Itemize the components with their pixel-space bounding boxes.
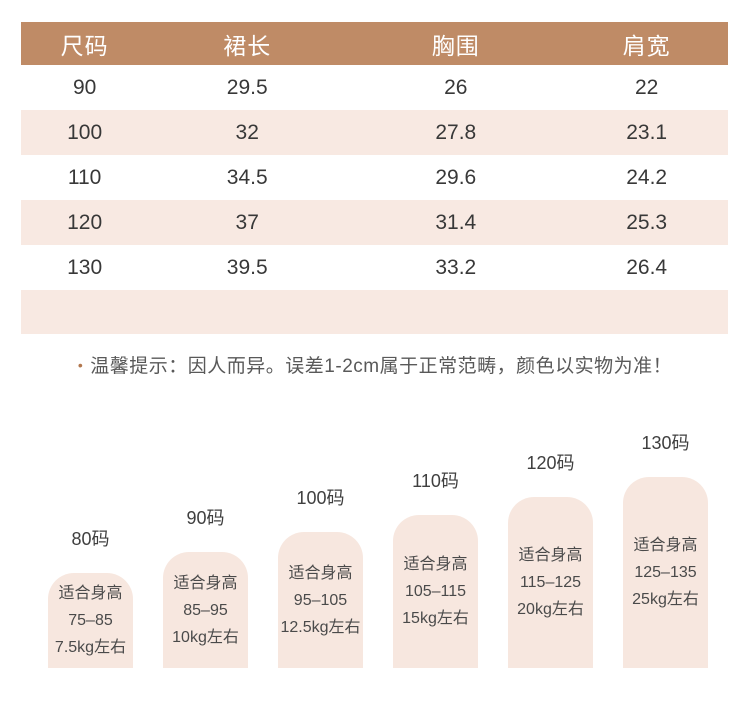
bar: 适合身高 115–125 20kg左右 [508,497,593,668]
size-table-header-row: 尺码 裙长 胸围 肩宽 [21,22,728,65]
bar-text-line: 12.5kg左右 [280,618,361,636]
bar-text-line: 适合身高 [403,556,468,573]
chart-column: 120码适合身高 115–125 20kg左右 [508,449,593,668]
chart-column: 100码适合身高 95–105 12.5kg左右 [278,484,363,668]
bar: 适合身高 75–85 7.5kg左右 [48,573,133,668]
table-cell: 39.5 [226,255,268,279]
table-cell: 130 [67,255,103,279]
table-cell: 23.1 [626,120,668,144]
bullet-icon: • [77,357,84,373]
bar-text-line: 115–125 [519,574,582,591]
tip-note: • 温馨提示：因人而异。误差1-2cm属于正常范畴，颜色以实物为准！ [0,351,750,381]
bar-text-line: 适合身高 [633,537,698,554]
column-header: 裙长 [223,32,272,59]
column-header: 胸围 [431,32,480,59]
table-row: 110 34.5 29.6 24.2 [21,155,728,200]
table-filler-cell [21,290,728,334]
bar-text-line: 85–95 [183,601,228,619]
table-row: 100 32 27.8 23.1 [21,110,728,155]
bar-size-label: 110码 [412,471,459,491]
bar-size-label: 130码 [641,433,690,453]
bar-text-line: 15kg左右 [402,610,469,627]
size-height-chart: 80码 适合身高 75–85 7.5kg左右 90码 适合身高 85–95 10kg左右 100… [48,430,708,668]
bar-text-line: 适合身高 [518,547,583,564]
table-row: 120 37 31.4 25.3 [21,200,728,245]
bar: 适合身高 85–95 10kg左右 [163,552,248,668]
bar-size-label: 100码 [296,488,345,508]
bar-text-line: 75–85 [68,612,113,629]
bar-size-label: 80码 [71,529,110,549]
bar-text-line: 20kg左右 [517,601,584,618]
bar-text-line: 7.5kg左右 [54,639,127,656]
chart-column: 130码适合身高 125–135 25kg左右 [623,429,708,668]
bar-text-line: 适合身高 [58,585,123,602]
table-filler-row [21,290,728,334]
table-cell: 120 [67,210,103,234]
table-cell: 100 [67,120,103,144]
bar-text-line: 105–115 [404,583,467,600]
chart-column: 90码适合身高 85–95 10kg左右 [163,504,248,668]
table-cell: 29.5 [226,75,268,99]
bar-text-line: 适合身高 [288,564,353,582]
table-cell: 90 [72,75,97,99]
table-cell: 29.6 [435,165,477,189]
table-cell: 34.5 [226,165,268,189]
chart-column: 80码适合身高 75–85 7.5kg左右 [48,525,133,668]
bar: 适合身高 95–105 12.5kg左右 [278,532,363,668]
chart-column: 110码适合身高 105–115 15kg左右 [393,467,478,668]
bar: 适合身高 125–135 25kg左右 [623,477,708,668]
table-cell: 37 [235,210,259,234]
bar-text-line: 适合身高 [173,574,238,592]
table-cell: 31.4 [435,210,477,234]
bar-text-line: 125–135 [634,564,697,581]
bar: 适合身高 105–115 15kg左右 [393,515,478,668]
table-cell: 24.2 [626,165,668,189]
table-cell: 26.4 [626,255,668,279]
column-header: 尺码 [60,32,109,59]
table-row: 130 39.5 33.2 26.4 [21,245,728,290]
bar-size-label: 90码 [186,508,225,528]
table-cell: 26 [444,75,468,99]
column-header: 肩宽 [622,32,671,59]
table-cell: 33.2 [435,255,477,279]
table-cell: 27.8 [435,120,477,144]
bar-text-line: 10kg左右 [172,628,239,646]
bar-text-line: 95–105 [293,591,348,609]
table-cell: 25.3 [626,210,668,234]
table-cell: 32 [235,120,259,144]
tip-text: 温馨提示：因人而异。误差1-2cm属于正常范畴，颜色以实物为准！ [90,356,673,377]
table-cell: 110 [67,165,102,189]
bar-size-label: 120码 [526,453,575,473]
table-cell: 22 [635,75,659,99]
table-row: 90 29.5 26 22 [21,65,728,110]
bar-text-line: 25kg左右 [632,591,699,608]
size-table: 尺码 裙长 胸围 肩宽 90 29.5 26 22 100 32 27.8 23.1 110 34.5 2… [21,22,728,334]
